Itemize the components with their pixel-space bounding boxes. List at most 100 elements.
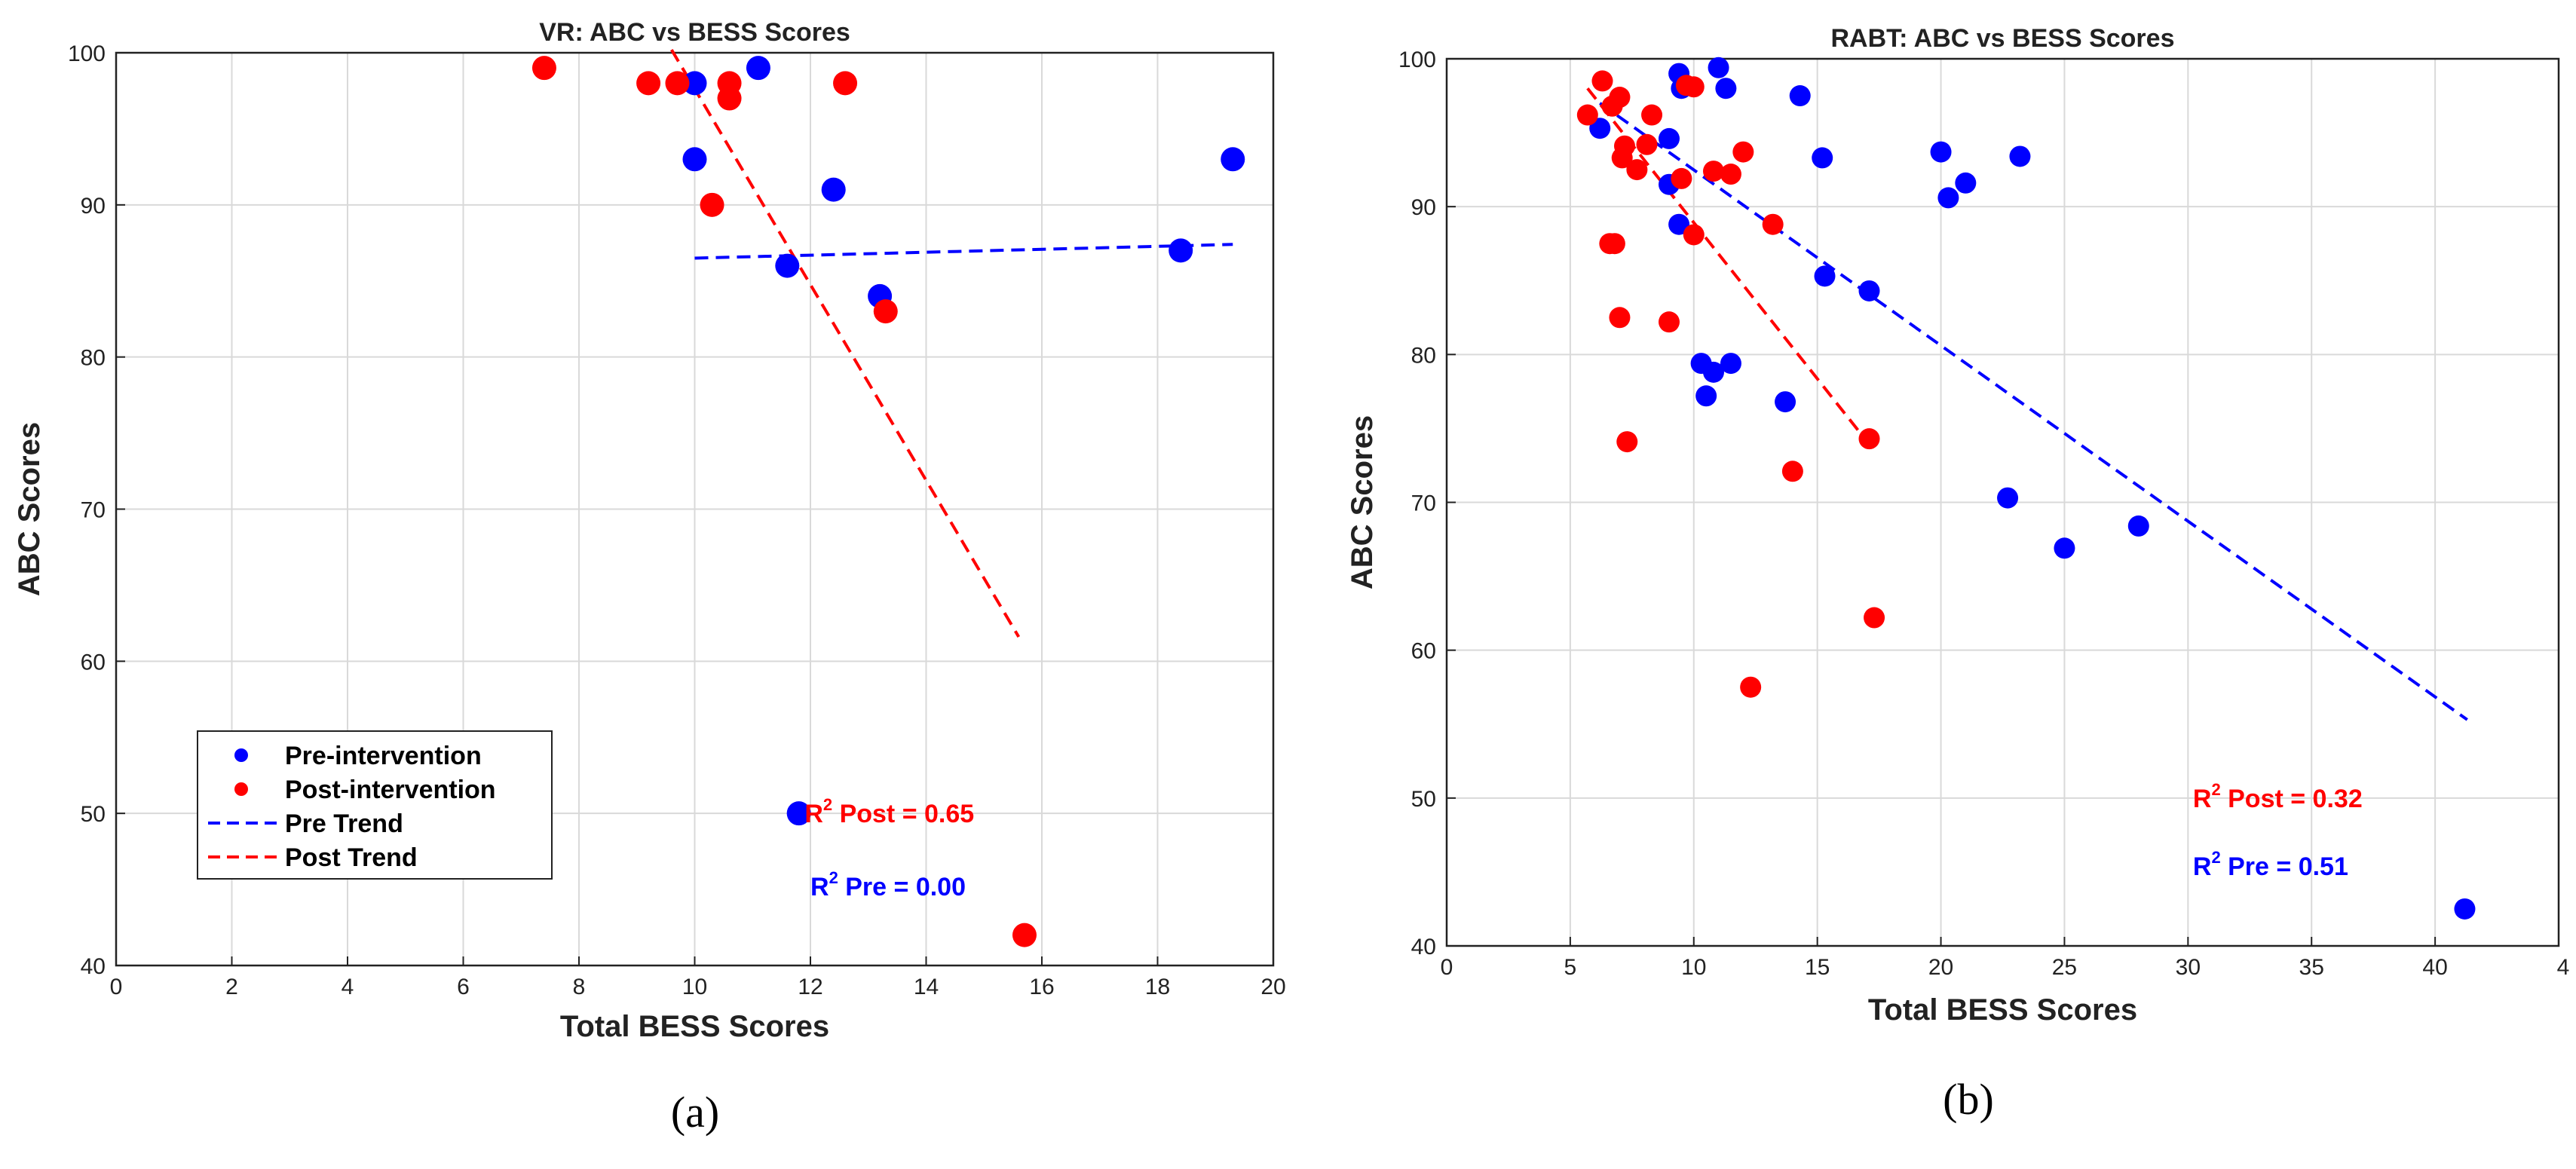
chart2-post-trend-line (1586, 87, 1876, 452)
chart1-pre-intervention-point (821, 177, 846, 202)
chart2-post-intervention-point (1659, 311, 1680, 333)
chart2-y-tick-label: 70 (1411, 491, 1436, 516)
chart2-pre-intervention-point (1814, 265, 1836, 287)
chart1-post-intervention-point (1012, 923, 1037, 947)
chart1-title: VR: ABC vs BESS Scores (539, 18, 850, 47)
chart2-post-intervention-point (1641, 104, 1663, 126)
chart1-x-tick-label: 10 (682, 975, 707, 999)
chart2-pre-intervention-point (1858, 280, 1880, 301)
chart2-post-intervention-point (1609, 87, 1631, 109)
chart2-x-tick-label: 40 (2422, 955, 2447, 980)
chart1-x-tick-label: 4 (342, 975, 354, 999)
chart1-y-tick-label: 70 (81, 498, 106, 523)
chart1-x-tick-label: 0 (110, 975, 123, 999)
chart1-post-intervention-point (873, 299, 898, 324)
chart2-post-intervention-point (1720, 164, 1741, 185)
chart2-pre-intervention-point (1659, 127, 1680, 149)
chart1-legend-box (197, 730, 553, 880)
chart1-pre-trend-line (694, 243, 1233, 260)
chart2-pre-intervention-point (1789, 85, 1811, 107)
chart2-post-intervention-point (1576, 104, 1598, 126)
chart2-post-intervention-point (1762, 213, 1784, 235)
chart2-y-tick-label: 60 (1411, 639, 1436, 664)
chart1-legend-marker (234, 782, 248, 796)
chart2-x-tick-label: 35 (2299, 955, 2324, 980)
chart1-x-tick-label: 14 (914, 975, 939, 999)
chart1-x-tick-label: 20 (1260, 975, 1285, 999)
chart1-legend-label: Post-intervention (285, 776, 496, 804)
chart2-y-tick-label: 100 (1398, 47, 1436, 72)
chart2-panel-label: (b) (1943, 1075, 1994, 1124)
chart2-y-tick-label: 40 (1411, 935, 1436, 959)
chart2-pre-trend-line (1599, 102, 2468, 721)
chart1-post-intervention-point (665, 71, 690, 96)
chart2-pre-intervention-point (1937, 187, 1959, 209)
chart2-pre-intervention-point (1955, 172, 1977, 194)
chart2-post-intervention-point (1740, 676, 1762, 698)
chart2-post-intervention-point (1703, 161, 1724, 182)
chart1-post-intervention-point (700, 192, 724, 217)
chart1-post-intervention-point (717, 86, 742, 111)
chart2-pre-intervention-point (1930, 141, 1952, 163)
chart2-x-tick-label: 5 (1564, 955, 1577, 980)
chart1-pre-intervention-point (1221, 147, 1245, 172)
chart1-y-tick-label: 90 (81, 194, 106, 219)
chart2-post-intervention-point (1616, 431, 1638, 453)
chart2-y-axis-label: ABC Scores (1346, 415, 1379, 589)
chart2-y-tick-label: 50 (1411, 787, 1436, 812)
chart2-post-intervention-point (1603, 233, 1625, 255)
chart1-y-axis-label: ABC Scores (13, 422, 46, 596)
chart1-x-tick-label: 18 (1145, 975, 1170, 999)
chart2-r2-post-annotation: R2 Post = 0.32 (2193, 780, 2363, 813)
chart1-pre-intervention-point (746, 56, 770, 81)
chart2-y-tick-label: 90 (1411, 195, 1436, 220)
chart1-panel: 0 2 4 6 8 10 12 14 16 18 20 40 50 60 70 80 90 100 VR: ABC … (13, 18, 1286, 1137)
chart2-post-intervention-point (1614, 135, 1635, 157)
chart2-post-intervention-point (1732, 141, 1754, 163)
chart2-post-intervention-point (1781, 461, 1803, 482)
chart2-post-intervention-point (1591, 70, 1613, 92)
chart2-pre-intervention-point (1589, 118, 1611, 139)
chart1-pre-intervention-point (786, 801, 811, 826)
chart2-pre-intervention-point (1715, 78, 1737, 99)
chart1-post-intervention-point (531, 56, 556, 81)
chart1-y-tick-label: 100 (68, 41, 106, 66)
chart2-pre-intervention-point (1695, 385, 1717, 407)
chart1-legend-marker (234, 748, 248, 762)
chart1-x-tick-label: 8 (573, 975, 586, 999)
chart2-panel: 0 5 10 15 20 25 30 35 40 4 40 50 60 70 80 90 100 RABT: AB… (1346, 24, 2569, 1124)
chart2-post-intervention-point (1636, 133, 1658, 155)
chart2-pre-intervention-point (1997, 487, 2019, 509)
chart1-legend-label: Post Trend (285, 843, 418, 872)
chart2-post-intervention-point (1671, 167, 1692, 189)
chart1-post-intervention-point (636, 71, 661, 96)
chart2-pre-intervention-point (1703, 361, 1724, 383)
chart1-x-axis-label: Total BESS Scores (560, 1010, 829, 1043)
chart1-pre-intervention-point (775, 253, 800, 278)
chart2-post-intervention-point (1683, 76, 1705, 98)
chart1-pre-intervention-point (682, 147, 707, 172)
chart1-x-tick-label: 2 (225, 975, 238, 999)
chart1-y-tick-label: 80 (81, 346, 106, 371)
chart2-pre-intervention-point (2054, 537, 2075, 559)
chart2-pre-intervention-point (1708, 57, 1729, 78)
chart2-pre-intervention-point (1812, 147, 1833, 169)
chart1-legend-label: Pre-intervention (285, 742, 482, 770)
chart2-x-tick-label: 4 (2557, 955, 2570, 980)
chart1-pre-intervention-point (1169, 238, 1193, 263)
chart1-y-tick-label: 50 (81, 802, 106, 827)
chart1-x-tick-label: 16 (1029, 975, 1054, 999)
chart2-x-tick-label: 30 (2176, 955, 2201, 980)
chart2-x-tick-label: 10 (1681, 955, 1706, 980)
chart1-post-intervention-point (833, 71, 858, 96)
chart2-post-intervention-point (1683, 224, 1705, 246)
chart2-y-tick-label: 80 (1411, 343, 1436, 368)
chart1-x-tick-label: 6 (457, 975, 470, 999)
chart1-legend: Pre-intervention Post-intervention Pre Tre… (197, 730, 553, 880)
chart2-post-intervention-point (1626, 159, 1648, 181)
chart1-x-tick-label: 12 (798, 975, 822, 999)
chart1-panel-label: (a) (671, 1088, 719, 1137)
chart2-x-tick-label: 20 (1928, 955, 1953, 980)
